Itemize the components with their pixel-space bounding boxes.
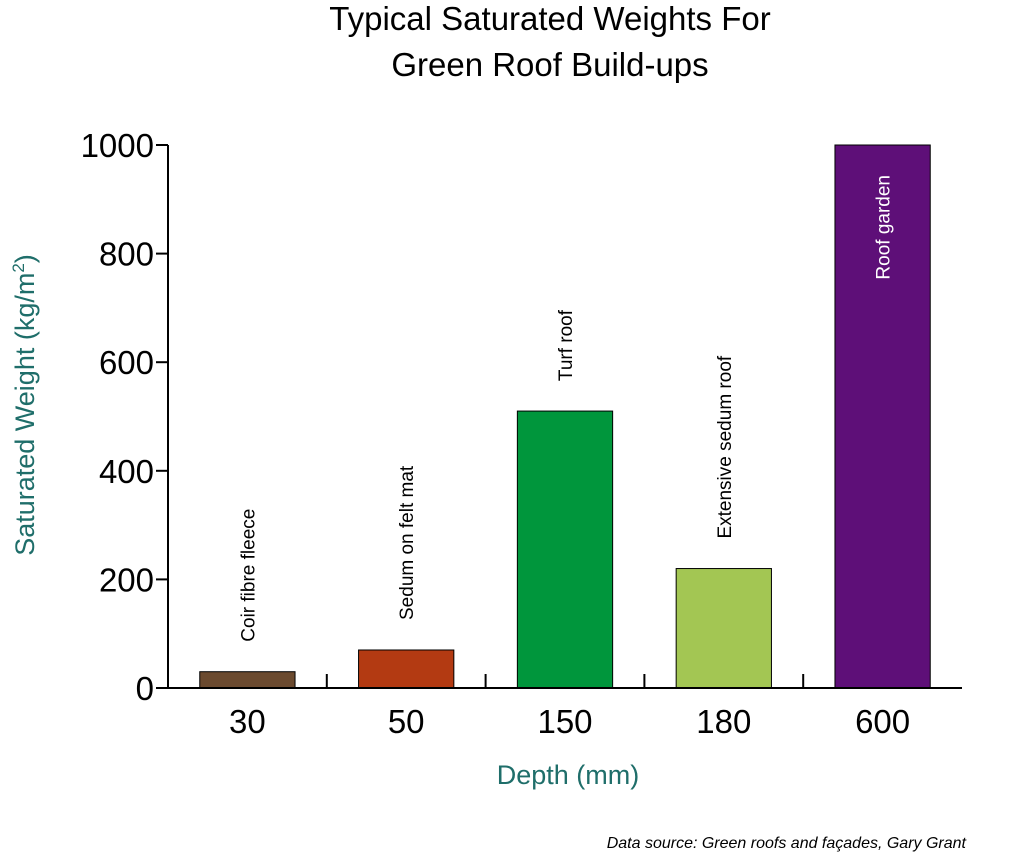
bar-180 <box>675 568 772 689</box>
bar-150 <box>516 410 614 689</box>
x-tick-label-50: 50 <box>388 703 425 740</box>
chart-title-line-2: Green Roof Build-ups <box>391 46 708 83</box>
data-source-note: Data source: Green roofs and façades, Ga… <box>607 835 967 852</box>
y-tick-label: 200 <box>99 561 154 598</box>
bar-label-600: Roof garden <box>874 175 895 280</box>
y-tick-label: 800 <box>99 236 154 273</box>
x-axis-ticks: 30 50 150 180 600 <box>229 674 910 740</box>
bar-label-50: Sedum on felt mat <box>397 465 418 620</box>
x-tick-label-600: 600 <box>855 703 910 740</box>
y-axis-title-main: Saturated Weight (kg/m <box>10 273 40 556</box>
y-axis-title: Saturated Weight (kg/m2) <box>9 254 40 556</box>
y-tick-label: 0 <box>136 670 154 707</box>
bar-30 <box>199 671 296 689</box>
x-tick-label-30: 30 <box>229 703 266 740</box>
chart-title-line-1: Typical Saturated Weights For <box>329 0 770 37</box>
x-axis-title: Depth (mm) <box>497 760 640 790</box>
y-axis-title-superscript: 2 <box>9 263 28 272</box>
bar-label-180: Extensive sedum roof <box>715 355 736 538</box>
bars: Coir fibre fleece Sedum on felt mat Turf r… <box>199 144 931 689</box>
bar-label-30: Coir fibre fleece <box>238 509 259 642</box>
x-tick-label-180: 180 <box>696 703 751 740</box>
bar-label-150: Turf roof <box>556 309 577 381</box>
y-tick-label: 600 <box>99 344 154 381</box>
y-tick-label: 1000 <box>81 127 154 164</box>
y-tick-label: 400 <box>99 453 154 490</box>
x-tick-label-150: 150 <box>537 703 592 740</box>
bar-50 <box>358 649 455 689</box>
y-axis-ticks: 0 200 400 600 800 1000 <box>81 127 168 707</box>
y-axis-title-end: ) <box>10 254 40 263</box>
